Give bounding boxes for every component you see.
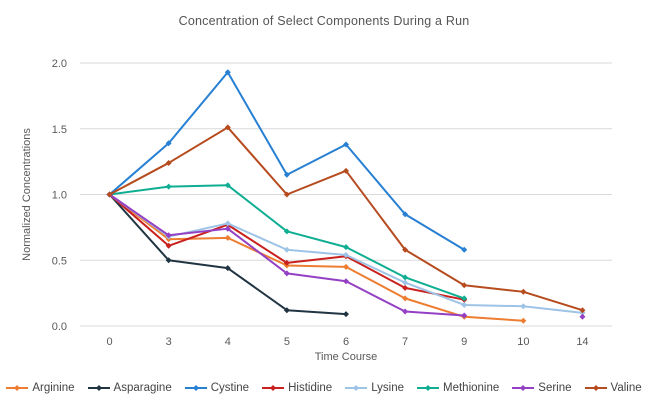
data-point-valine [283, 191, 290, 198]
legend-marker-icon [417, 385, 440, 391]
data-point-arginine [520, 317, 527, 324]
y-tick-label: 0.0 [52, 321, 67, 333]
data-point-cystine [224, 69, 231, 76]
legend-marker-icon [584, 385, 607, 391]
x-tick-label: 10 [517, 336, 529, 348]
data-point-asparagine [224, 265, 231, 272]
data-point-cystine [402, 211, 409, 218]
x-tick-label: 6 [343, 336, 349, 348]
y-tick-label: 2.0 [52, 58, 67, 70]
data-point-lysine [343, 251, 349, 258]
data-point-lysine [520, 303, 527, 310]
legend-marker-icon [87, 385, 110, 391]
data-point-arginine [402, 295, 409, 302]
data-point-methionine [343, 244, 349, 251]
line-chart: 0.0 0.5 1.0 1.5 2.0 0 3 4 5 6 7 9 10 14 Time Course Nor… [21, 58, 612, 363]
legend-item-asparagine: Asparagine [87, 382, 172, 394]
x-tick-label: 3 [166, 336, 172, 348]
data-point-asparagine [343, 311, 349, 318]
legend-item-arginine: Arginine [6, 382, 75, 394]
data-point-serine [224, 225, 231, 232]
legend-label-cystine: Cystine [210, 382, 250, 394]
data-point-asparagine [283, 307, 290, 314]
legend-marker-icon [345, 385, 368, 391]
legend-label-methionine: Methionine [443, 382, 500, 394]
data-point-valine [579, 307, 586, 314]
data-point-valine [461, 282, 468, 289]
chart-legend: Arginine Asparagine Cystine Histidine Lysine… [0, 374, 648, 402]
x-tick-label: 4 [225, 336, 231, 348]
data-point-histidine [283, 259, 290, 266]
legend-item-methionine: Methionine [417, 382, 499, 394]
data-point-arginine [224, 234, 231, 241]
legend-label-arginine: Arginine [32, 382, 75, 394]
data-point-serine [283, 270, 290, 277]
legend-label-asparagine: Asparagine [113, 382, 172, 394]
data-point-valine [343, 167, 349, 174]
data-point-histidine [165, 242, 172, 249]
legend-label-histidine: Histidine [288, 382, 333, 394]
y-tick-label: 1.0 [52, 190, 67, 202]
legend-marker-icon [262, 385, 285, 391]
data-point-histidine [402, 284, 409, 291]
data-point-arginine [343, 263, 349, 270]
x-tick-label: 5 [284, 336, 290, 348]
chart-title: Concentration of Select Components Durin… [178, 14, 470, 28]
x-tick-label: 7 [402, 336, 408, 348]
data-point-cystine [343, 141, 349, 148]
data-point-lysine [461, 301, 468, 308]
data-point-valine [402, 246, 409, 253]
x-axis-title: Time Course [315, 351, 378, 363]
data-point-valine [106, 191, 113, 198]
data-point-valine [165, 159, 172, 166]
series-line-arginine [108, 193, 525, 322]
data-point-serine [343, 278, 349, 285]
data-point-serine [461, 312, 468, 319]
legend-item-histidine: Histidine [262, 382, 332, 394]
data-point-lysine [224, 220, 231, 227]
data-point-methionine [165, 183, 172, 190]
data-point-lysine [402, 279, 409, 286]
legend-marker-icon [512, 385, 535, 391]
series-line-asparagine [108, 193, 347, 316]
data-point-methionine [461, 295, 468, 302]
data-point-cystine [165, 140, 172, 147]
y-tick-label: 0.5 [52, 255, 67, 267]
y-axis-title: Normalized Concentrations [21, 128, 33, 261]
data-point-serine [165, 232, 172, 239]
data-point-serine [579, 313, 586, 320]
legend-marker-icon [184, 385, 207, 391]
legend-item-cystine: Cystine [184, 382, 250, 394]
data-point-methionine [402, 274, 409, 281]
data-point-methionine [283, 228, 290, 235]
data-point-cystine [461, 246, 468, 253]
legend-marker-icon [6, 385, 29, 391]
data-point-serine [402, 308, 409, 315]
y-tick-label: 1.5 [52, 124, 67, 136]
legend-item-lysine: Lysine [345, 382, 404, 394]
series-line-cystine [108, 71, 466, 251]
x-tick-label: 0 [106, 336, 112, 348]
data-point-lysine [283, 246, 290, 253]
legend-item-valine: Valine [584, 382, 642, 394]
data-point-valine [224, 124, 231, 131]
legend-label-lysine: Lysine [371, 382, 405, 394]
x-tick-label: 14 [576, 336, 588, 348]
data-point-methionine [224, 182, 231, 189]
data-point-cystine [283, 171, 290, 178]
legend-item-serine: Serine [512, 382, 572, 394]
data-point-valine [520, 288, 527, 295]
legend-label-serine: Serine [538, 382, 572, 394]
x-tick-label: 9 [461, 336, 467, 348]
data-point-asparagine [165, 257, 172, 264]
legend-label-valine: Valine [610, 382, 642, 394]
